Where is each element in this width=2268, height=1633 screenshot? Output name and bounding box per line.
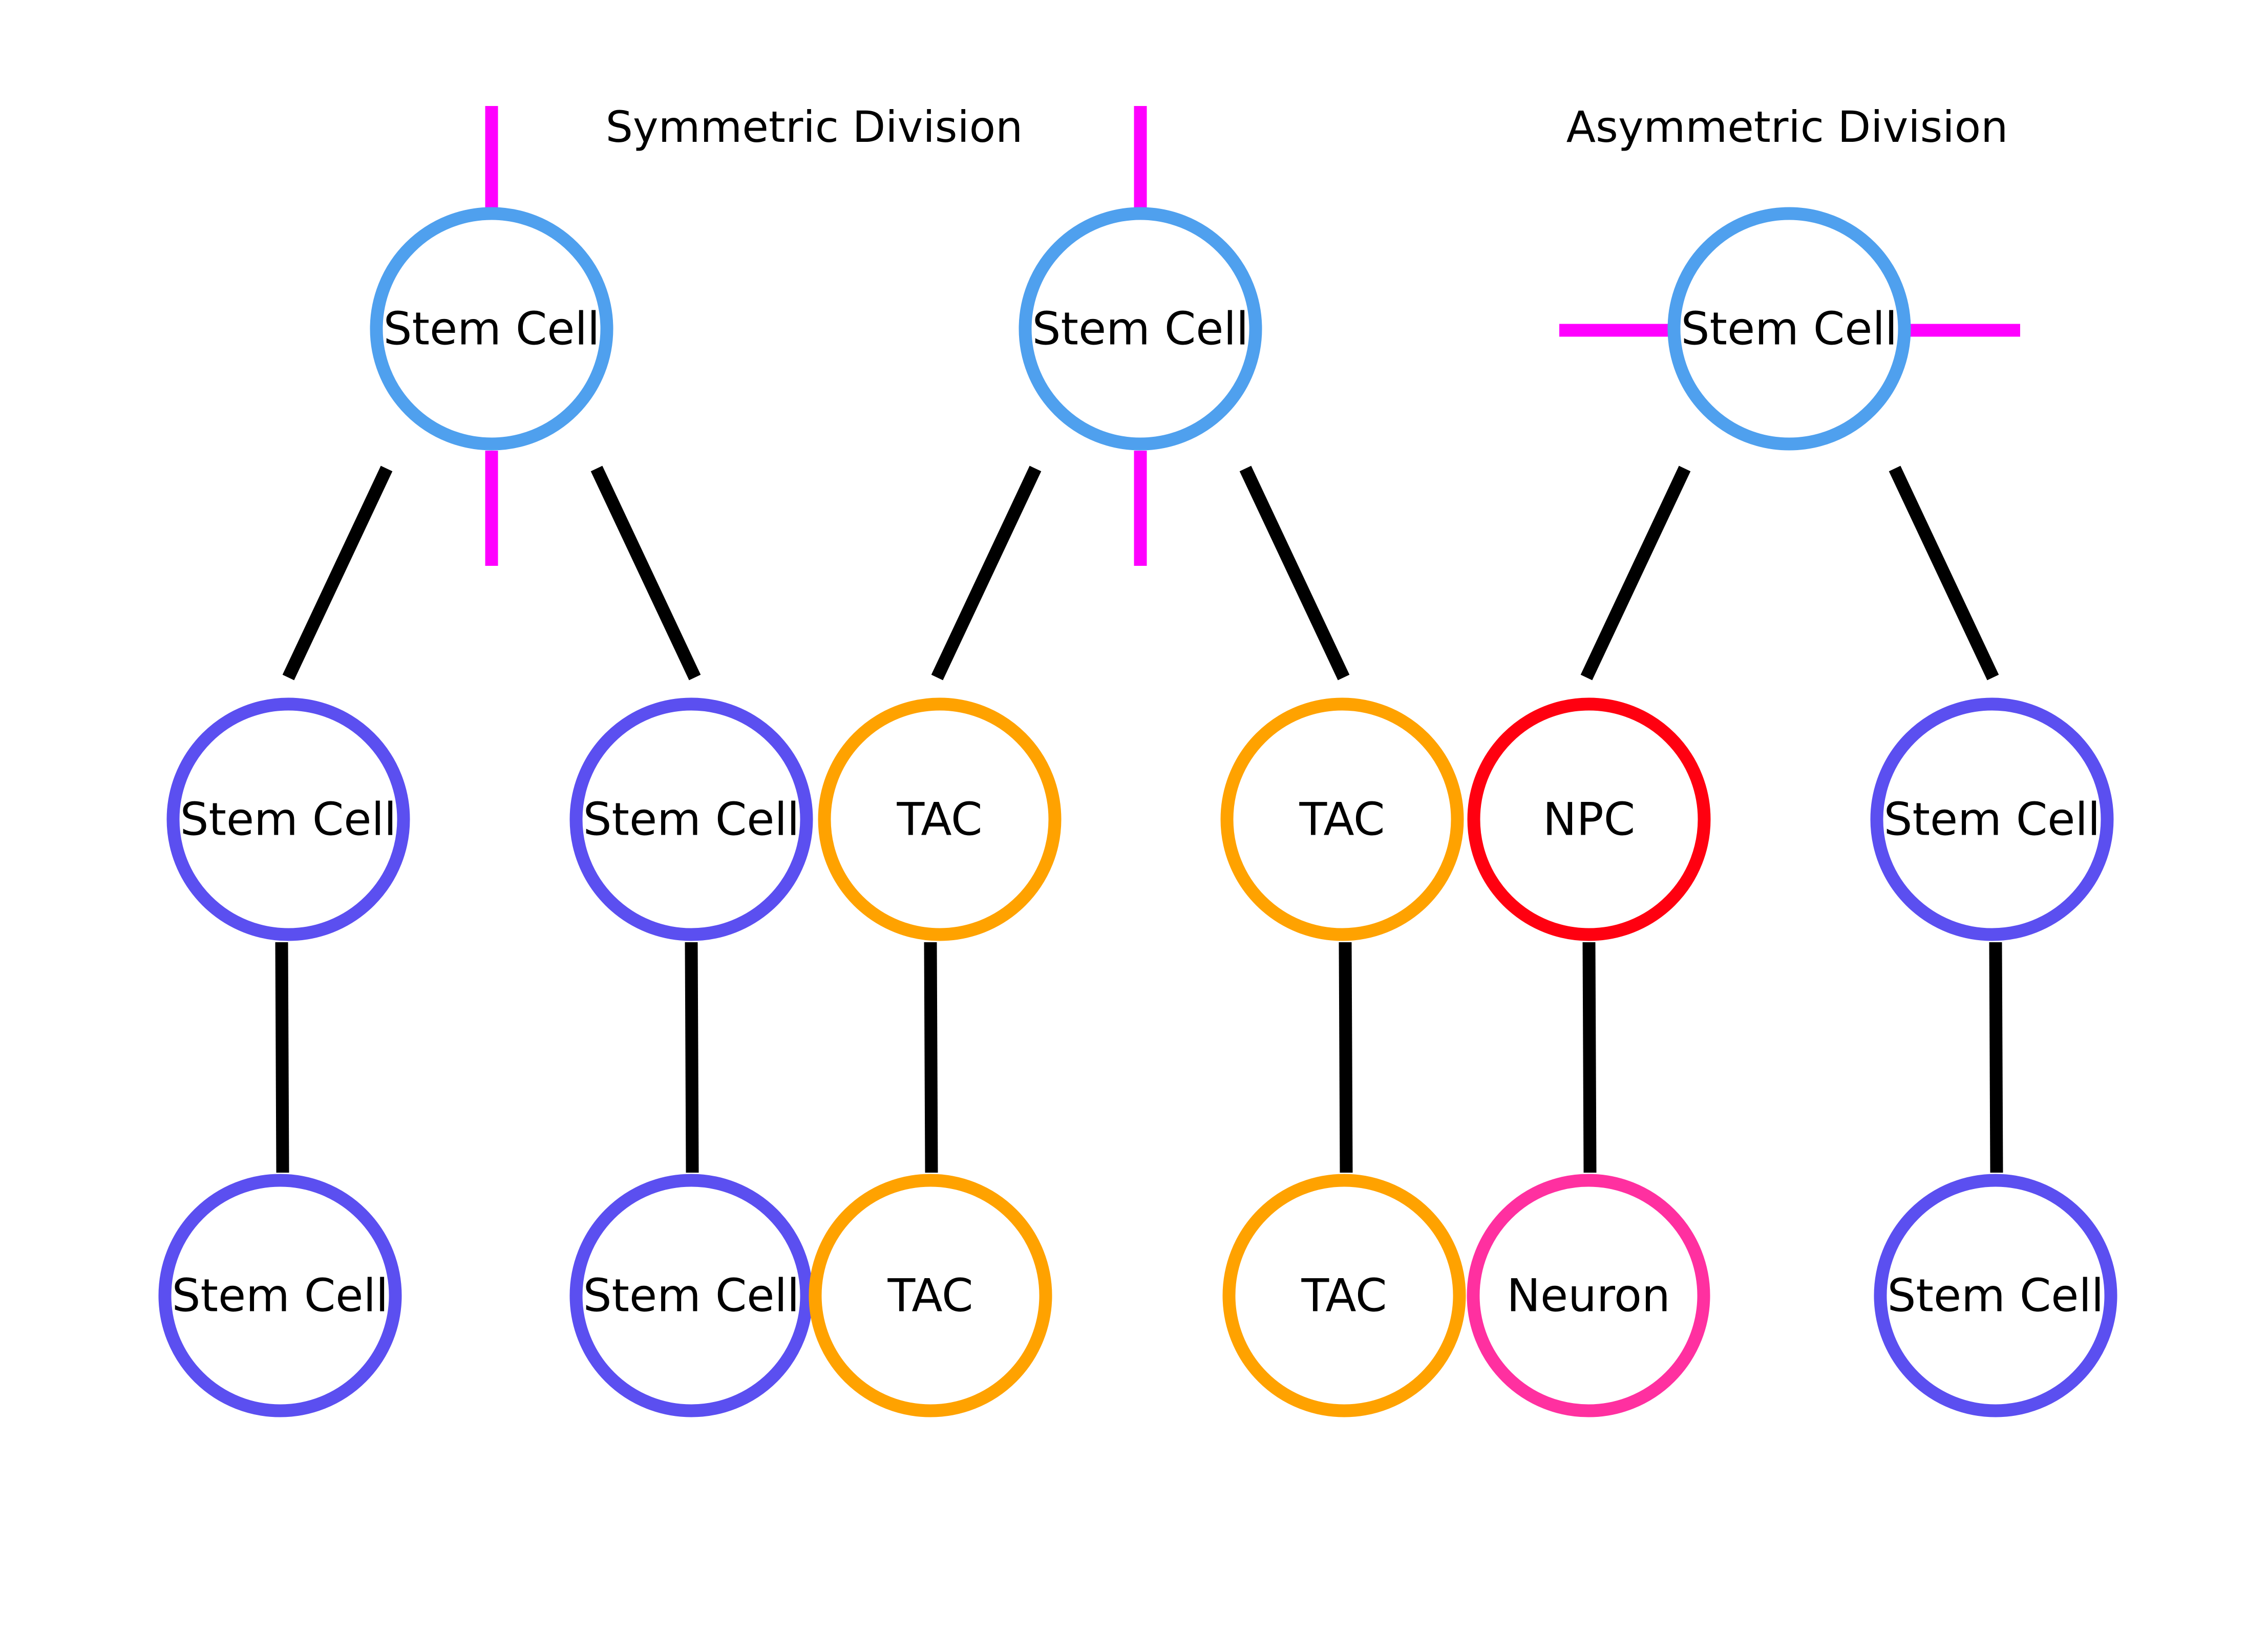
- descendant-cell-right: Stem Cell: [569, 1174, 813, 1417]
- branch-line-left: [1580, 465, 1691, 681]
- cell-label: TAC: [1299, 793, 1385, 846]
- descent-line-left: [1582, 942, 1597, 1173]
- cell-label: Stem Cell: [172, 1269, 389, 1322]
- descent-line-right: [685, 942, 699, 1173]
- lineage-2: Stem Cell TAC TAC TAC TAC: [809, 106, 1466, 1417]
- lineage-1: Stem Cell Stem Cell Stem Cell Stem Cell …: [158, 106, 813, 1417]
- daughter-cell-left: TAC: [818, 697, 1062, 941]
- parent-cell-stem-cell: Stem Cell: [1019, 207, 1262, 451]
- descendant-cell-left: Neuron: [1467, 1174, 1710, 1417]
- daughter-cell-right: Stem Cell: [1870, 697, 2114, 941]
- cell-label: TAC: [887, 1269, 973, 1322]
- daughter-cell-right: Stem Cell: [569, 697, 813, 941]
- descendant-cell-left: Stem Cell: [158, 1174, 402, 1417]
- daughter-cell-left: NPC: [1467, 697, 1711, 941]
- cell-label: Stem Cell: [1884, 793, 2101, 846]
- descent-line-left: [275, 942, 289, 1173]
- descent-line-right: [1989, 942, 2003, 1173]
- heading-symmetric-division: Symmetric Division: [606, 102, 1023, 152]
- descent-line-left: [924, 942, 938, 1173]
- cell-label: Stem Cell: [583, 793, 800, 846]
- descent-line-right: [1339, 942, 1353, 1173]
- branch-line-left: [282, 465, 393, 681]
- descendant-cell-right: Stem Cell: [1874, 1174, 2117, 1417]
- parent-cell-stem-cell: Stem Cell: [1667, 207, 1911, 451]
- cell-label: Neuron: [1507, 1269, 1670, 1322]
- descendant-cell-right: TAC: [1222, 1174, 1466, 1417]
- cell-label: Stem Cell: [384, 303, 600, 355]
- parent-cell-stem-cell: Stem Cell: [370, 207, 613, 451]
- branch-line-right: [590, 465, 701, 681]
- descendant-cell-left: TAC: [809, 1174, 1052, 1417]
- heading-asymmetric-division: Asymmetric Division: [1566, 102, 2008, 152]
- cell-label: Stem Cell: [1032, 303, 1249, 355]
- cell-label: TAC: [896, 793, 982, 846]
- daughter-cell-right: TAC: [1220, 697, 1464, 941]
- branch-line-right: [1239, 465, 1350, 681]
- branch-line-left: [931, 465, 1042, 681]
- cell-label: Stem Cell: [180, 793, 397, 846]
- branch-line-right: [1889, 465, 1999, 681]
- cell-label: NPC: [1543, 793, 1635, 846]
- cell-label: TAC: [1301, 1269, 1387, 1322]
- cell-label: Stem Cell: [1888, 1269, 2104, 1322]
- daughter-cell-left: Stem Cell: [166, 697, 410, 941]
- lineage-3: Stem Cell NPC Stem Cell Neuron Stem Cell: [1467, 207, 2117, 1417]
- cell-label: Stem Cell: [1681, 303, 1898, 355]
- cell-label: Stem Cell: [583, 1269, 800, 1322]
